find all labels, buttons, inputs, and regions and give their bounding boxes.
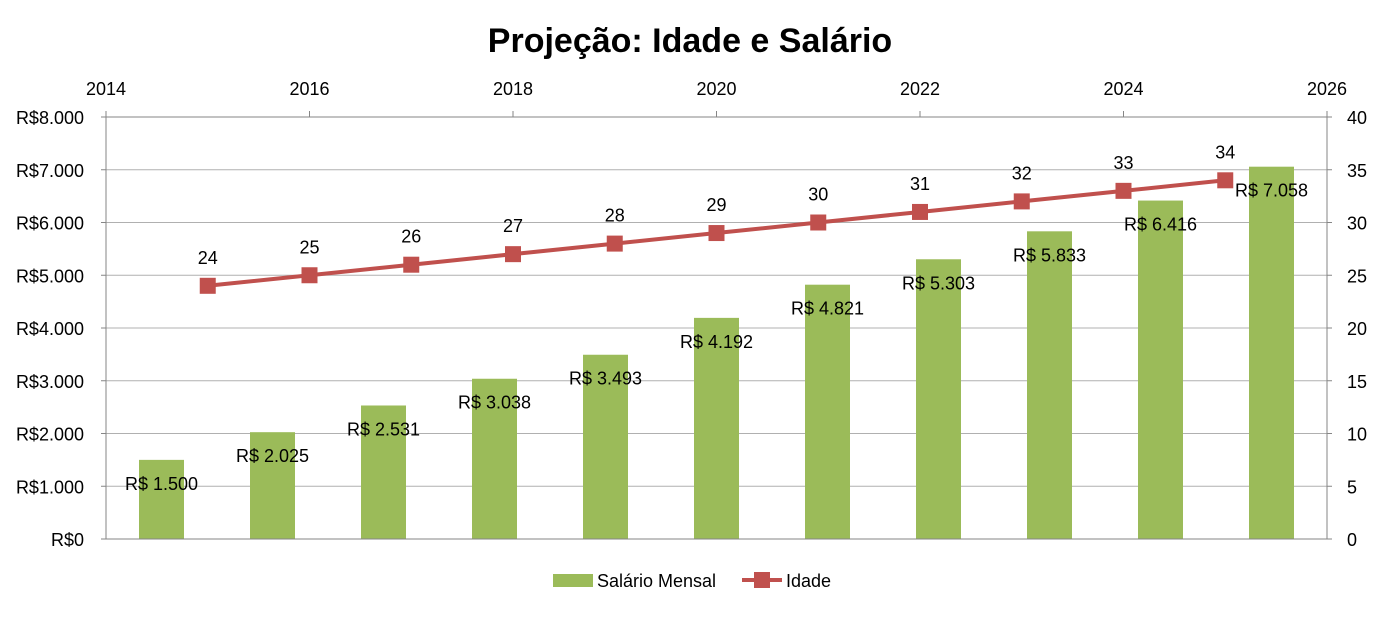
salary-bar: [1138, 200, 1183, 539]
left-axis-tick-label: R$7.000: [16, 161, 84, 181]
right-axis-tick-label: 40: [1347, 108, 1367, 128]
age-marker: [505, 246, 521, 263]
salary-bar: [583, 354, 628, 539]
salary-bar-label: R$ 5.833: [1013, 245, 1086, 265]
left-axis-tick-label: R$1.000: [16, 477, 84, 497]
top-axis-tick-label: 2018: [493, 79, 533, 99]
left-axis-tick-label: R$5.000: [16, 266, 84, 286]
right-axis-tick-label: 0: [1347, 530, 1357, 550]
top-axis-tick-label: 2014: [86, 79, 126, 99]
salary-bar-label: R$ 2.025: [236, 446, 309, 466]
age-marker: [606, 235, 623, 252]
age-marker: [1013, 193, 1030, 210]
right-axis-tick-label: 25: [1347, 266, 1367, 286]
age-marker: [199, 277, 216, 294]
age-label: 27: [503, 216, 523, 236]
age-marker: [1217, 172, 1234, 189]
age-marker: [810, 214, 827, 231]
right-axis-tick-label: 10: [1347, 425, 1367, 445]
salary-bar-label: R$ 7.058: [1235, 181, 1308, 201]
salary-bar: [1249, 166, 1294, 540]
age-label: 26: [401, 227, 421, 247]
age-label: 28: [605, 206, 625, 226]
line-series: [199, 172, 1234, 294]
legend: Salário Mensal Idade: [553, 571, 831, 591]
age-label: 30: [808, 185, 828, 205]
age-label: 31: [910, 174, 930, 194]
salary-bar: [1027, 231, 1072, 539]
age-label: 34: [1215, 142, 1235, 162]
left-axis-tick-label: R$6.000: [16, 214, 84, 234]
salary-bar: [250, 432, 295, 539]
salary-bar-label: R$ 3.038: [458, 393, 531, 413]
chart-title: Projeção: Idade e Salário: [488, 22, 892, 60]
left-axis-tick-label: R$3.000: [16, 372, 84, 392]
right-axis-tick-label: 5: [1347, 477, 1357, 497]
data-labels: R$ 1.500 R$ 2.025 R$ 2.531 R$ 3.038 R$ 3.493…: [125, 142, 1308, 494]
legend-swatch-idade-marker: [754, 572, 770, 588]
age-marker: [301, 267, 318, 284]
bar-series: [139, 166, 1294, 540]
salary-bar: [139, 459, 184, 539]
top-axis-tick-label: 2026: [1307, 79, 1347, 99]
right-axis-tick-label: 35: [1347, 161, 1367, 181]
left-axis-tick-label: R$8.000: [16, 108, 84, 128]
salary-bar: [361, 405, 406, 539]
legend-label-salario: Salário Mensal: [597, 571, 716, 591]
left-axis-tick-label: R$4.000: [16, 319, 84, 339]
age-marker: [708, 225, 725, 242]
salary-bar-label: R$ 6.416: [1124, 215, 1197, 235]
salary-bar-label: R$ 1.500: [125, 474, 198, 494]
age-marker: [1115, 182, 1132, 199]
salary-bar: [916, 259, 961, 539]
salary-bar: [805, 284, 850, 539]
right-axis-tick-label: 30: [1347, 214, 1367, 234]
age-label: 25: [299, 237, 319, 257]
age-label: 24: [198, 248, 218, 268]
salary-bar: [694, 317, 739, 539]
age-marker: [912, 203, 928, 220]
salary-bar-label: R$ 2.531: [347, 419, 420, 439]
salary-bar-label: R$ 4.192: [680, 332, 753, 352]
salary-bar: [472, 378, 517, 539]
salary-bar-label: R$ 4.821: [791, 299, 864, 319]
right-axis-tick-label: 20: [1347, 319, 1367, 339]
salary-bar-label: R$ 3.493: [569, 369, 642, 389]
salary-bar-label: R$ 5.303: [902, 273, 975, 293]
age-label: 29: [706, 195, 726, 215]
age-label: 32: [1012, 163, 1032, 183]
legend-swatch-salario: [553, 574, 593, 587]
legend-label-idade: Idade: [786, 571, 831, 591]
age-marker: [403, 256, 420, 273]
top-axis-tick-label: 2016: [289, 79, 329, 99]
top-axis-tick-label: 2020: [696, 79, 736, 99]
top-axis-tick-label: 2024: [1103, 79, 1143, 99]
left-axis-tick-label: R$0: [51, 530, 84, 550]
left-axis-tick-label: R$2.000: [16, 425, 84, 445]
right-axis-tick-label: 15: [1347, 372, 1367, 392]
age-label: 33: [1113, 153, 1133, 173]
top-axis-tick-label: 2022: [900, 79, 940, 99]
axes: R$0 R$1.000 R$2.000 R$3.000 R$4.000 R$5.000 R$…: [16, 79, 1367, 550]
